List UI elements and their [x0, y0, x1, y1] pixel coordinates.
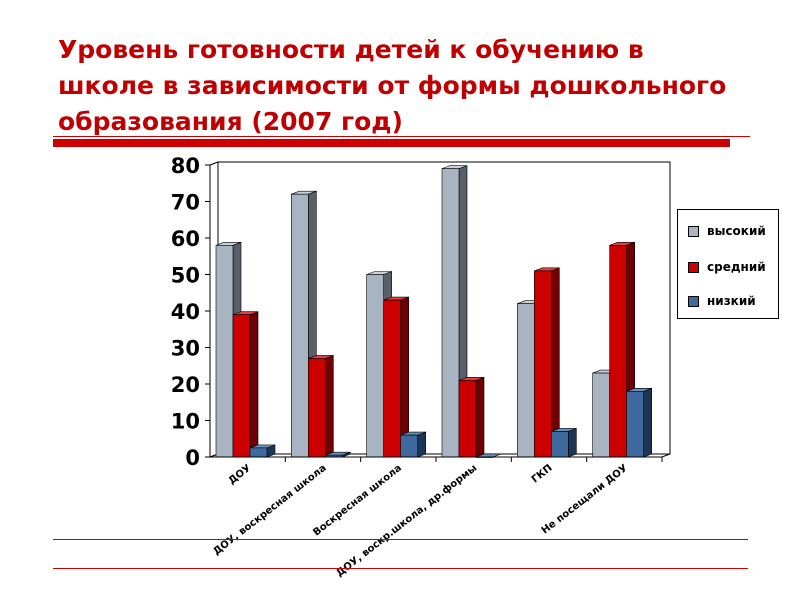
title-underline-thick: [53, 139, 730, 147]
footer-rule-bottom: [53, 568, 748, 569]
bar: [534, 270, 552, 458]
chart-legend: высокий средний низкий: [677, 209, 779, 319]
bar: [291, 193, 309, 458]
bar-side: [568, 428, 577, 458]
bar: [626, 390, 644, 458]
y-tick-label: 20: [171, 373, 200, 397]
bar: [400, 434, 418, 458]
bar: [308, 358, 326, 458]
x-category-label: Не посещали ДОУ: [540, 463, 630, 537]
bar: [551, 431, 569, 458]
y-tick-label: 80: [171, 154, 200, 178]
y-tick-label: 10: [171, 410, 200, 434]
bar-side: [643, 387, 652, 458]
y-tick-label: 0: [185, 446, 200, 470]
legend-item-high: высокий: [688, 224, 766, 238]
bar: [366, 274, 384, 458]
legend-swatch-low: [688, 295, 699, 307]
bar-side: [475, 376, 485, 458]
y-tick-label: 50: [171, 264, 200, 288]
y-tick-label: 70: [171, 191, 200, 215]
legend-label-medium: средний: [707, 260, 766, 274]
bar: [232, 314, 251, 458]
x-category-label: ГКП: [530, 463, 555, 486]
bar-side: [325, 355, 334, 458]
legend-item-low: низкий: [688, 294, 756, 308]
bar: [517, 303, 535, 458]
bar: [441, 168, 460, 458]
legend-swatch-medium: [688, 261, 699, 273]
legend-label-low: низкий: [707, 294, 756, 308]
x-category-label: ДОУ, воскр.школа, др.формы: [334, 462, 479, 579]
title-underline-thin: [53, 136, 750, 137]
legend-item-medium: средний: [688, 260, 766, 274]
bar: [215, 245, 234, 458]
y-tick-label: 60: [171, 227, 200, 251]
bar: [609, 245, 627, 458]
y-tick-label: 30: [171, 337, 200, 361]
bar: [249, 447, 268, 458]
y-tick-label: 40: [171, 300, 200, 324]
x-category-label: ДОУ: [227, 463, 254, 487]
bar: [458, 380, 477, 458]
bar-side: [249, 311, 259, 458]
bar: [383, 299, 401, 458]
legend-swatch-high: [688, 225, 699, 237]
bar: [592, 372, 610, 458]
bar-side: [417, 431, 426, 458]
slide-title: Уровень готовности детей к обучению в шк…: [58, 35, 727, 136]
footer-rule-top: [53, 539, 748, 540]
legend-label-high: высокий: [707, 224, 766, 238]
